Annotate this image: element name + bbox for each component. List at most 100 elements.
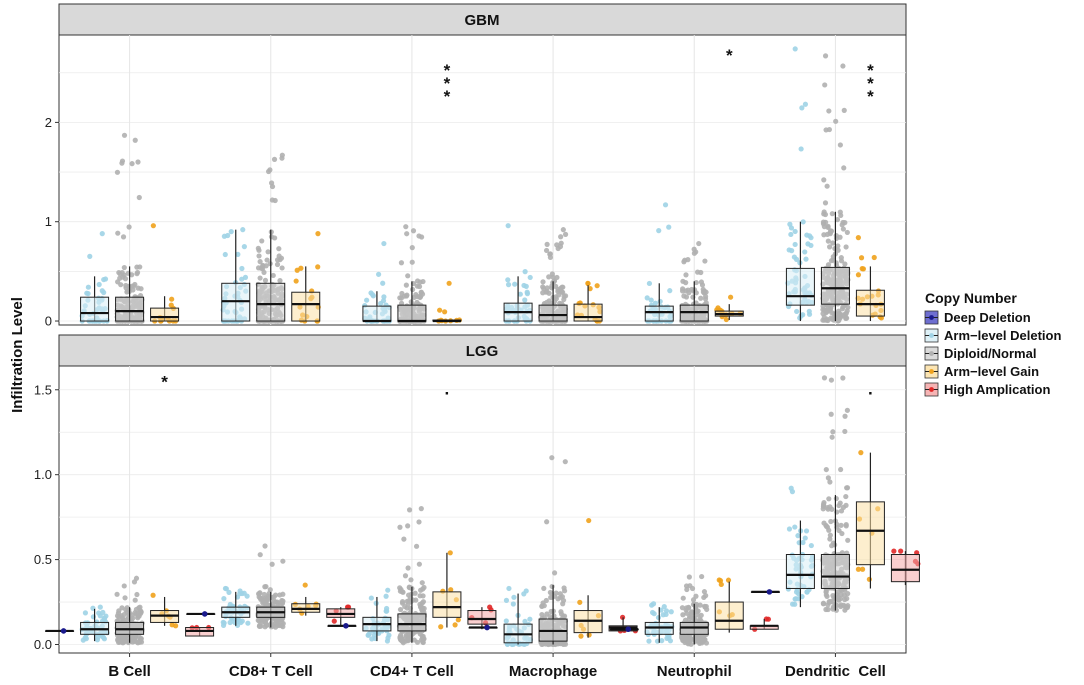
- data-point: [655, 614, 662, 621]
- data-point: [522, 297, 528, 303]
- data-point: [257, 623, 263, 629]
- data-point: [397, 524, 403, 530]
- data-point: [420, 599, 427, 605]
- data-point: [835, 594, 841, 600]
- data-point: [824, 593, 830, 600]
- data-point: [413, 543, 420, 549]
- data-point: [765, 616, 771, 622]
- data-point: [680, 595, 686, 601]
- data-point: [118, 282, 124, 288]
- data-point: [85, 284, 91, 290]
- data-point: [521, 591, 527, 597]
- data-point: [828, 411, 834, 417]
- data-point: [577, 599, 583, 605]
- boxplot-0-4-2: [679, 281, 709, 322]
- data-point: [844, 407, 850, 413]
- x-tick-label: B Cell: [108, 663, 151, 680]
- data-point: [452, 622, 458, 628]
- data-point: [792, 524, 798, 530]
- data-point: [168, 302, 174, 308]
- boxplot-0-0-1: [80, 276, 110, 322]
- boxplot-1-0-4: [185, 627, 215, 637]
- data-point: [806, 311, 813, 317]
- data-point: [119, 160, 125, 166]
- data-point: [646, 280, 653, 287]
- data-point: [404, 231, 410, 237]
- data-point: [666, 224, 672, 230]
- data-point: [122, 595, 128, 601]
- data-point: [844, 308, 850, 314]
- data-point: [256, 618, 262, 624]
- legend-label: High Amplication: [944, 382, 1050, 397]
- data-point: [839, 222, 845, 228]
- legend-label: Diploid/Normal: [944, 346, 1036, 361]
- data-point: [245, 620, 251, 626]
- data-point: [406, 507, 413, 513]
- data-point: [803, 528, 810, 534]
- data-point: [274, 257, 281, 263]
- data-point: [419, 605, 426, 611]
- data-point: [132, 597, 138, 603]
- data-point: [228, 229, 234, 235]
- data-point: [820, 307, 826, 313]
- data-point: [827, 536, 833, 542]
- data-point: [265, 249, 271, 255]
- data-point: [402, 603, 408, 610]
- data-point: [684, 605, 690, 611]
- data-point: [302, 582, 308, 588]
- y-tick-label: 0.0: [34, 637, 52, 652]
- box: [432, 591, 462, 618]
- data-point: [275, 600, 281, 606]
- data-point: [257, 552, 263, 558]
- legend-label: Arm−level Gain: [944, 364, 1039, 379]
- data-point: [827, 307, 833, 314]
- data-point: [262, 277, 269, 283]
- significance-mark: .: [868, 379, 873, 398]
- data-point: [821, 375, 828, 381]
- data-point: [693, 290, 699, 296]
- data-point: [522, 269, 528, 275]
- data-point: [842, 261, 848, 267]
- data-point: [786, 526, 793, 532]
- data-point: [383, 593, 389, 599]
- data-point: [293, 278, 299, 284]
- box: [150, 307, 180, 322]
- data-point: [698, 295, 704, 301]
- data-point: [558, 234, 564, 240]
- data-point: [267, 587, 273, 593]
- data-point: [150, 223, 156, 229]
- data-point: [679, 288, 686, 294]
- box: [115, 296, 145, 322]
- data-point: [691, 246, 697, 252]
- data-point: [656, 228, 662, 234]
- data-point: [840, 375, 846, 381]
- data-point: [521, 282, 527, 289]
- data-point: [838, 522, 844, 528]
- data-point: [115, 230, 121, 236]
- data-point: [652, 300, 658, 306]
- data-point: [663, 611, 669, 618]
- data-point: [728, 294, 734, 300]
- data-point: [130, 287, 136, 293]
- data-point: [227, 601, 233, 608]
- data-point: [835, 318, 841, 324]
- data-point: [421, 636, 427, 642]
- data-point: [766, 589, 773, 595]
- panel-gbm-annotations: *******: [444, 46, 875, 106]
- data-point: [843, 493, 849, 500]
- data-point: [689, 585, 696, 592]
- y-tick-label: 0.5: [34, 552, 52, 567]
- data-point: [384, 605, 390, 612]
- data-point: [269, 561, 275, 567]
- data-point: [484, 624, 490, 631]
- data-point: [238, 619, 244, 626]
- boxplot-0-3-3: [573, 285, 603, 322]
- data-point: [561, 613, 568, 619]
- data-point: [512, 281, 518, 287]
- box: [256, 282, 286, 322]
- data-point: [827, 504, 833, 510]
- data-point: [409, 245, 415, 251]
- data-point: [699, 282, 706, 288]
- data-point: [891, 548, 897, 554]
- boxplot-0-3-2: [538, 281, 568, 322]
